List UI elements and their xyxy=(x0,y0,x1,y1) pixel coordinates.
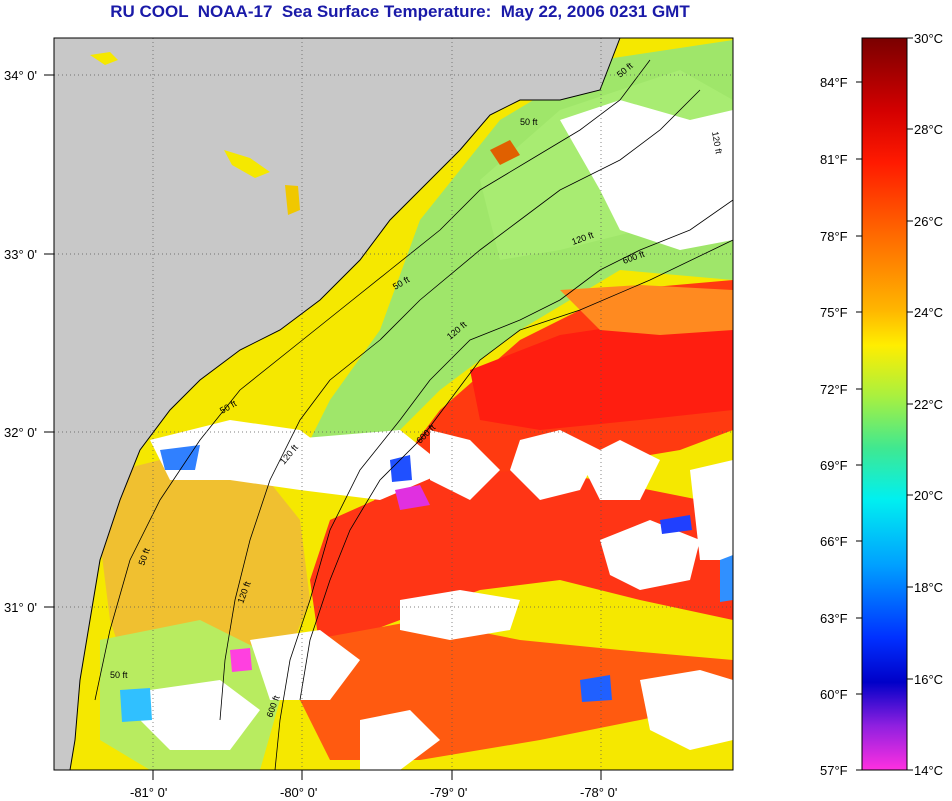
sst-field xyxy=(54,38,733,770)
colorbar-c-label: 30°C xyxy=(914,31,943,46)
map-border xyxy=(53,37,734,771)
colorbar-f-label: 84°F xyxy=(820,75,848,90)
colorbar-c-label: 24°C xyxy=(914,305,943,320)
lat-label: 33° 0' xyxy=(4,247,37,262)
lat-label: 34° 0' xyxy=(4,68,37,83)
lat-label: 31° 0' xyxy=(4,600,37,615)
lat-label: 32° 0' xyxy=(4,425,37,440)
map-title: RU COOL NOAA-17 Sea Surface Temperature:… xyxy=(110,2,690,21)
colorbar-f-label: 78°F xyxy=(820,229,848,244)
lon-label: -78° 0' xyxy=(580,785,617,800)
colorbar-f-label: 69°F xyxy=(820,458,848,473)
contour-label: 50 ft xyxy=(110,670,128,680)
colorbar-f-label: 60°F xyxy=(820,687,848,702)
colorbar-c-label: 16°C xyxy=(914,672,943,687)
colorbar-c-label: 20°C xyxy=(914,488,943,503)
contour-label: 50 ft xyxy=(520,117,538,127)
colorbar-f-label: 72°F xyxy=(820,382,848,397)
depth-contours xyxy=(94,59,733,770)
colorbar-c-label: 28°C xyxy=(914,122,943,137)
lon-label: -81° 0' xyxy=(130,785,167,800)
contour-label: 120 ft xyxy=(710,131,724,155)
colorbar-f-label: 75°F xyxy=(820,305,848,320)
lon-label: -80° 0' xyxy=(280,785,317,800)
colorbar-ticks xyxy=(856,37,913,771)
colorbar-c-label: 14°C xyxy=(914,763,943,778)
colorbar-f-label: 81°F xyxy=(820,152,848,167)
colorbar xyxy=(861,37,908,771)
colorbar-f-label: 57°F xyxy=(820,763,848,778)
axis-ticks xyxy=(44,74,602,780)
colorbar-f-label: 63°F xyxy=(820,611,848,626)
colorbar-f-label: 66°F xyxy=(820,534,848,549)
colorbar-c-label: 18°C xyxy=(914,580,943,595)
colorbar-c-label: 22°C xyxy=(914,397,943,412)
colorbar-c-label: 26°C xyxy=(914,214,943,229)
lon-label: -79° 0' xyxy=(430,785,467,800)
